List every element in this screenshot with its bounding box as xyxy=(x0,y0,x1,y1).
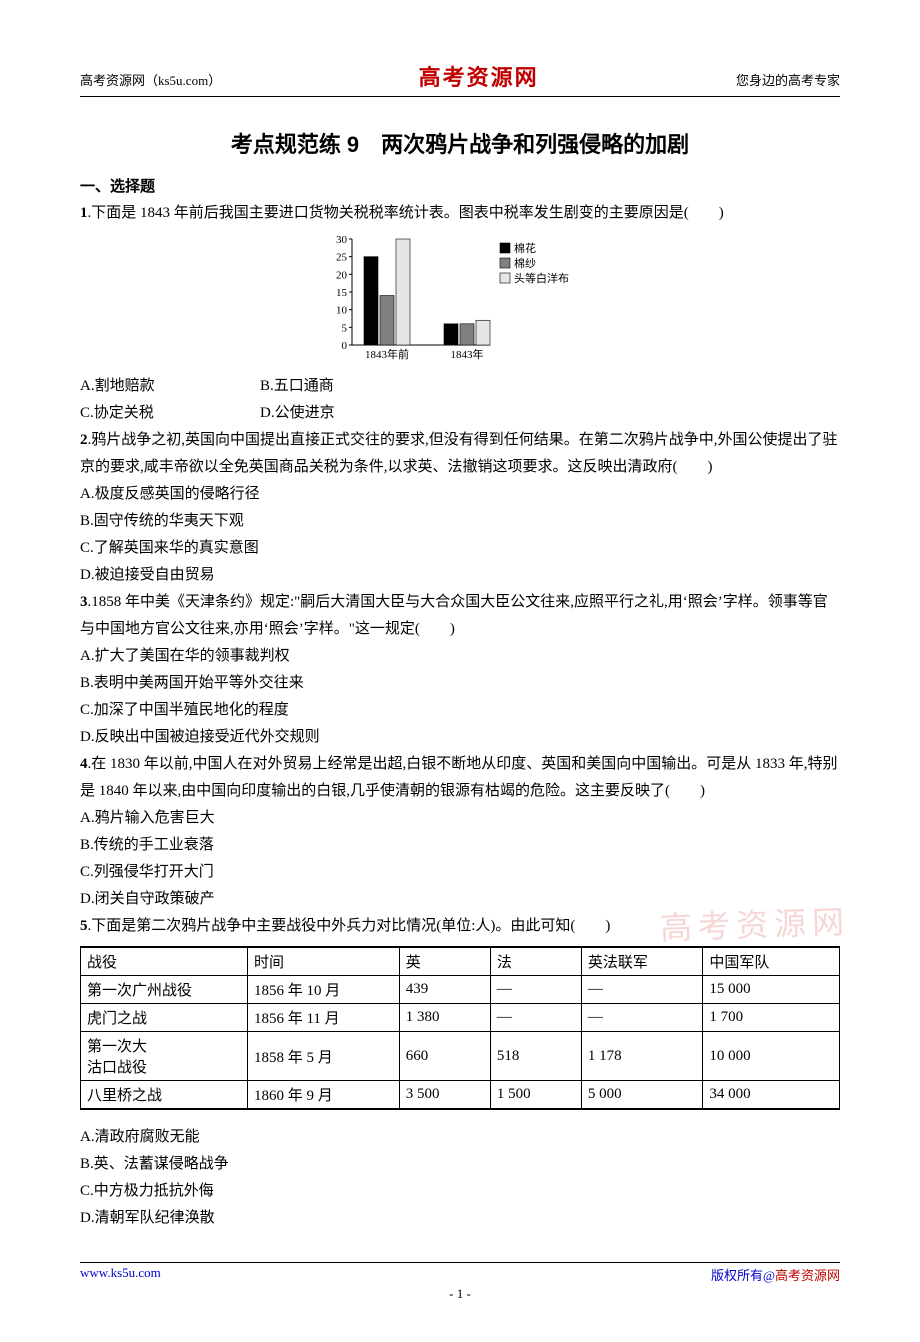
table-cell: 1858 年 5 月 xyxy=(247,1032,399,1081)
footer-copy-prefix: 版权所有@ xyxy=(711,1268,775,1283)
table-cell: 1860 年 9 月 xyxy=(247,1081,399,1110)
q4-optB: B.传统的手工业衰落 xyxy=(80,832,840,859)
q3-optD: D.反映出中国被迫接受近代外交规则 xyxy=(80,724,840,751)
table-cell: 34 000 xyxy=(703,1081,840,1110)
svg-text:10: 10 xyxy=(336,305,348,317)
table-cell: 第一次广州战役 xyxy=(81,976,248,1004)
q5-text: .下面是第二次鸦片战争中主要战役中外兵力对比情况(单位:人)。由此可知( ) xyxy=(88,918,611,934)
q5-optC: C.中方极力抵抗外侮 xyxy=(80,1178,840,1205)
table-row: 第一次大沽口战役1858 年 5 月6605181 17810 000 xyxy=(81,1032,840,1081)
table-cell: — xyxy=(490,976,581,1004)
q3-text: .1858 年中美《天津条约》规定:"嗣后大清国大臣与大合众国大臣公文往来,应照… xyxy=(80,594,828,637)
q1-optC: C.协定关税 xyxy=(80,400,260,427)
table-header-cell: 时间 xyxy=(247,947,399,976)
table-row: 虎门之战1856 年 11 月1 380——1 700 xyxy=(81,1004,840,1032)
table-header-cell: 英法联军 xyxy=(581,947,702,976)
table-cell: 1856 年 10 月 xyxy=(247,976,399,1004)
svg-text:25: 25 xyxy=(336,252,348,264)
bar-chart-svg: 0 5 10 15 20 25 30 1843年前 1843年 棉花棉纱头等白洋布 xyxy=(320,233,600,363)
q2-optB: B.固守传统的华夷天下观 xyxy=(80,508,840,535)
q1-num: 1 xyxy=(80,205,88,221)
svg-text:头等白洋布: 头等白洋布 xyxy=(514,271,569,285)
page-title: 考点规范练 9 两次鸦片战争和列强侵略的加剧 xyxy=(80,127,840,159)
question-3: 3.1858 年中美《天津条约》规定:"嗣后大清国大臣与大合众国大臣公文往来,应… xyxy=(80,589,840,643)
table-cell: — xyxy=(581,1004,702,1032)
tariff-chart: 0 5 10 15 20 25 30 1843年前 1843年 棉花棉纱头等白洋布 xyxy=(80,233,840,363)
footer-copyright: 版权所有@高考资源网 xyxy=(711,1265,840,1284)
q4-text: .在 1830 年以前,中国人在对外贸易上经常是出超,白银不断地从印度、英国和美… xyxy=(80,756,838,799)
table-cell: 660 xyxy=(399,1032,490,1081)
header-left: 高考资源网（ks5u.com） xyxy=(80,70,221,89)
svg-text:20: 20 xyxy=(336,269,348,281)
svg-text:5: 5 xyxy=(342,322,348,334)
q1-options-row1: A.割地赔款 B.五口通商 xyxy=(80,373,840,400)
q3-optB: B.表明中美两国开始平等外交往来 xyxy=(80,670,840,697)
svg-text:15: 15 xyxy=(336,287,348,299)
footer-url: www.ks5u.com xyxy=(80,1265,161,1284)
table-cell: 5 000 xyxy=(581,1081,702,1110)
svg-text:30: 30 xyxy=(336,234,348,246)
q5-optD: D.清朝军队纪律涣散 xyxy=(80,1205,840,1232)
table-cell: 1856 年 11 月 xyxy=(247,1004,399,1032)
q1-text: .下面是 1843 年前后我国主要进口货物关税税率统计表。图表中税率发生剧变的主… xyxy=(88,205,724,221)
q1-options-row2: C.协定关税 D.公使进京 xyxy=(80,400,840,427)
svg-text:棉纱: 棉纱 xyxy=(514,256,536,270)
page-footer: www.ks5u.com 版权所有@高考资源网 xyxy=(80,1262,840,1284)
q1-optD: D.公使进京 xyxy=(260,400,335,427)
page-header: 高考资源网（ks5u.com） 高考资源网 您身边的高考专家 xyxy=(80,60,840,97)
q4-optD: D.闭关自守政策破产 xyxy=(80,886,840,913)
svg-text:0: 0 xyxy=(342,340,348,352)
table-cell: 八里桥之战 xyxy=(81,1081,248,1110)
svg-text:1843年前: 1843年前 xyxy=(365,347,409,361)
table-row: 八里桥之战1860 年 9 月3 5001 5005 00034 000 xyxy=(81,1081,840,1110)
table-header-cell: 中国军队 xyxy=(703,947,840,976)
table-header-cell: 战役 xyxy=(81,947,248,976)
table-cell: 1 380 xyxy=(399,1004,490,1032)
q4-optC: C.列强侵华打开大门 xyxy=(80,859,840,886)
q4-num: 4 xyxy=(80,756,88,772)
q2-optC: C.了解英国来华的真实意图 xyxy=(80,535,840,562)
q5-optA: A.清政府腐败无能 xyxy=(80,1124,840,1151)
footer-copy-name: 高考资源网 xyxy=(775,1268,840,1283)
table-cell: — xyxy=(490,1004,581,1032)
q2-optA: A.极度反感英国的侵略行径 xyxy=(80,481,840,508)
table-cell: 3 500 xyxy=(399,1081,490,1110)
q3-optA: A.扩大了美国在华的领事裁判权 xyxy=(80,643,840,670)
q2-num: 2 xyxy=(80,432,88,448)
battle-table: 战役时间英法英法联军中国军队第一次广州战役1856 年 10 月439——15 … xyxy=(80,946,840,1110)
page-number: - 1 - xyxy=(80,1286,840,1302)
q1-optA: A.割地赔款 xyxy=(80,373,260,400)
q3-num: 3 xyxy=(80,594,88,610)
table-cell: 1 178 xyxy=(581,1032,702,1081)
header-logo: 高考资源网 xyxy=(419,60,539,92)
svg-text:棉花: 棉花 xyxy=(514,241,536,255)
svg-text:1843年: 1843年 xyxy=(451,347,484,361)
table-header-cell: 英 xyxy=(399,947,490,976)
q3-optC: C.加深了中国半殖民地化的程度 xyxy=(80,697,840,724)
table-cell: 518 xyxy=(490,1032,581,1081)
table-cell: 1 700 xyxy=(703,1004,840,1032)
table-row: 第一次广州战役1856 年 10 月439——15 000 xyxy=(81,976,840,1004)
header-right: 您身边的高考专家 xyxy=(736,70,840,89)
q5-optB: B.英、法蓄谋侵略战争 xyxy=(80,1151,840,1178)
q2-text: .鸦片战争之初,英国向中国提出直接正式交往的要求,但没有得到任何结果。在第二次鸦… xyxy=(80,432,838,475)
table-cell: 虎门之战 xyxy=(81,1004,248,1032)
q4-optA: A.鸦片输入危害巨大 xyxy=(80,805,840,832)
table-cell: — xyxy=(581,976,702,1004)
table-header-cell: 法 xyxy=(490,947,581,976)
table-cell: 第一次大沽口战役 xyxy=(81,1032,248,1081)
question-1: 1.下面是 1843 年前后我国主要进口货物关税税率统计表。图表中税率发生剧变的… xyxy=(80,200,840,227)
question-4: 4.在 1830 年以前,中国人在对外贸易上经常是出超,白银不断地从印度、英国和… xyxy=(80,751,840,805)
question-5: 5.下面是第二次鸦片战争中主要战役中外兵力对比情况(单位:人)。由此可知( ) xyxy=(80,913,840,940)
section-heading: 一、选择题 xyxy=(80,175,840,196)
q2-optD: D.被迫接受自由贸易 xyxy=(80,562,840,589)
table-cell: 10 000 xyxy=(703,1032,840,1081)
table-cell: 1 500 xyxy=(490,1081,581,1110)
table-cell: 15 000 xyxy=(703,976,840,1004)
question-2: 2.鸦片战争之初,英国向中国提出直接正式交往的要求,但没有得到任何结果。在第二次… xyxy=(80,427,840,481)
q5-num: 5 xyxy=(80,918,88,934)
table-cell: 439 xyxy=(399,976,490,1004)
q1-optB: B.五口通商 xyxy=(260,373,334,400)
